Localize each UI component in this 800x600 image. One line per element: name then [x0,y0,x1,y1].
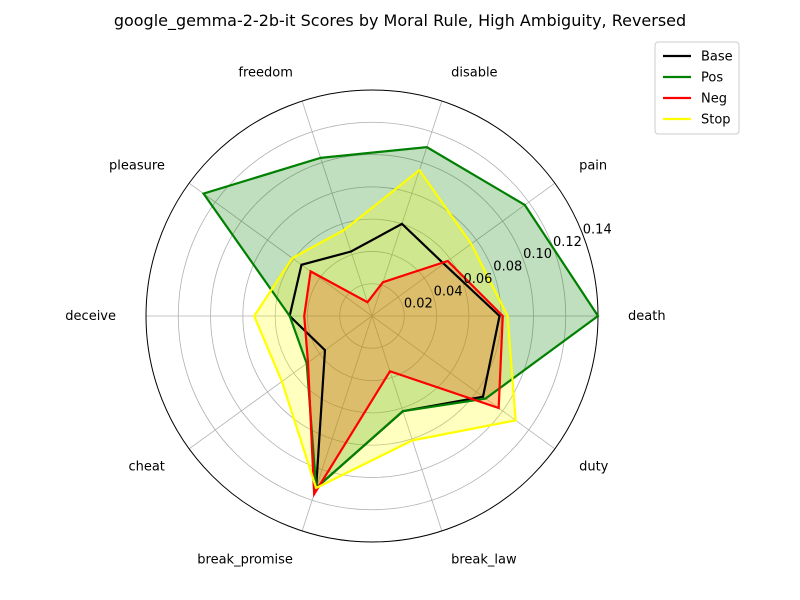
category-label-pleasure: pleasure [109,159,165,174]
legend-box [654,41,740,135]
r-tick-label: 0.04 [434,284,463,299]
legend-label-base: Base [701,50,733,65]
series-fill-neg [304,260,503,495]
r-tick-label: 0.12 [553,235,582,250]
category-label-freedom: freedom [238,66,293,81]
series-fill-pos [203,147,598,488]
line-layer [201,145,600,498]
category-label-disable: disable [451,66,497,81]
category-label-pain: pain [579,159,607,174]
grid-spoke [371,315,443,532]
r-tick-label: 0.02 [404,297,433,312]
grid-spoke [371,315,556,450]
chart-title: google_gemma-2-2b-it Scores by Moral Rul… [114,11,686,31]
category-label-death: death [628,309,666,324]
grid-spoke [301,100,373,317]
series-line-neg [303,259,504,498]
category-label-break_law: break_law [451,552,517,567]
grid-spoke [188,182,373,317]
r-tick-label: 0.14 [583,223,612,238]
series-line-pos [201,145,600,491]
legend-label-stop: Stop [701,113,731,128]
grid-spoke [371,100,443,317]
grid-layer [145,89,599,543]
category-label-deceive: deceive [65,309,116,324]
legend: Base Pos Neg Stop [654,41,740,135]
legend-label-pos: Pos [701,71,723,86]
series-fill-stop [254,170,516,488]
category-label-cheat: cheat [128,459,164,474]
category-label-break_promise: break_promise [197,552,293,567]
label-layer: 0.020.040.060.080.100.120.14 death pain dis… [65,66,665,568]
series-line-stop [252,168,517,490]
r-tick-label: 0.06 [463,272,492,287]
category-label-duty: duty [579,459,609,474]
grid-spoke [188,315,373,450]
r-tick-label: 0.10 [523,247,552,262]
fill-layer [203,147,598,495]
r-tick-label: 0.08 [493,260,522,275]
legend-label-neg: Neg [701,92,727,107]
